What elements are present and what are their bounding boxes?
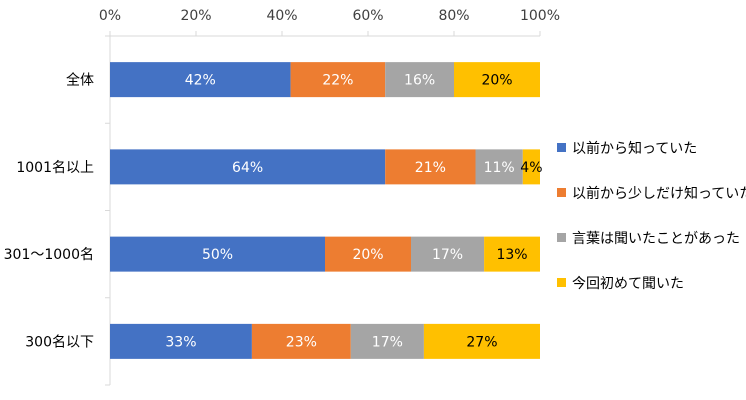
bar-data-label: 4% <box>520 160 542 176</box>
bar-data-label: 13% <box>496 247 527 263</box>
x-tick-label: 20% <box>180 8 211 24</box>
x-tick-label: 0% <box>99 8 121 24</box>
bar-segment <box>110 149 386 185</box>
legend-swatch-known <box>557 143 566 152</box>
x-tick-label: 80% <box>438 8 469 24</box>
category-label: 300名以下 <box>25 334 94 350</box>
bar-data-label: 17% <box>432 247 463 263</box>
bar-segment <box>110 62 291 98</box>
bar-data-label: 50% <box>202 247 233 263</box>
bar-data-label: 20% <box>352 247 383 263</box>
legend-label-known: 以前から知っていた <box>572 140 698 157</box>
x-tick-label: 100% <box>520 8 560 24</box>
legend-label-somewhat-known: 以前から少しだけ知っていた <box>572 185 746 202</box>
bar-data-label: 22% <box>322 73 353 89</box>
bar-segment <box>423 323 540 359</box>
legend-label-heard-word: 言葉は聞いたことがあった <box>572 230 740 247</box>
legend-item-somewhat-known: 以前から少しだけ知っていた <box>557 170 746 215</box>
bar-segment <box>110 236 325 272</box>
category-label: 1001名以上 <box>16 160 94 176</box>
legend-item-known: 以前から知っていた <box>557 125 746 170</box>
bar-data-label: 20% <box>481 73 512 89</box>
bar-segment <box>454 62 540 98</box>
bar-data-label: 21% <box>415 160 446 176</box>
legend-item-first-time: 今回初めて聞いた <box>557 260 746 305</box>
bar-data-label: 16% <box>404 73 435 89</box>
bar-segment <box>350 323 424 359</box>
bar-data-label: 27% <box>466 334 497 350</box>
bar-segment <box>325 236 411 272</box>
bar-segment <box>251 323 351 359</box>
bar-segment <box>484 236 540 272</box>
bar-data-label: 33% <box>165 334 196 350</box>
category-label: 全体 <box>66 72 94 89</box>
bar-segment <box>475 149 523 185</box>
bar-data-label: 11% <box>484 160 515 176</box>
bar-segment <box>385 62 454 98</box>
chart-axes: 0% 20% 40% 60% 80% 100% 全体 1001名以上 301〜1000名 300名… <box>4 8 560 386</box>
legend-swatch-somewhat-known <box>557 188 566 197</box>
legend-swatch-first-time <box>557 278 566 287</box>
bar-segment <box>522 149 540 185</box>
bar-segment <box>411 236 485 272</box>
bar-data-label: 23% <box>286 334 317 350</box>
bar-data-label: 64% <box>232 160 263 176</box>
chart-bars: 42% 22% 16% 20% 64% 21% 11% 4% 50% 20% 17% 13% 33% 23… <box>110 62 543 359</box>
bar-segment <box>110 323 252 359</box>
bar-data-label: 17% <box>372 334 403 350</box>
bar-segment <box>385 149 476 185</box>
category-label: 301〜1000名 <box>4 247 94 263</box>
legend-label-first-time: 今回初めて聞いた <box>572 275 684 292</box>
x-tick-label: 60% <box>352 8 383 24</box>
bar-data-label: 42% <box>185 73 216 89</box>
legend-swatch-heard-word <box>557 233 566 242</box>
x-tick-label: 40% <box>266 8 297 24</box>
bar-segment <box>290 62 386 98</box>
legend-item-heard-word: 言葉は聞いたことがあった <box>557 215 746 260</box>
chart-legend: 以前から知っていた 以前から少しだけ知っていた 言葉は聞いたことがあった 今回初… <box>557 125 746 305</box>
